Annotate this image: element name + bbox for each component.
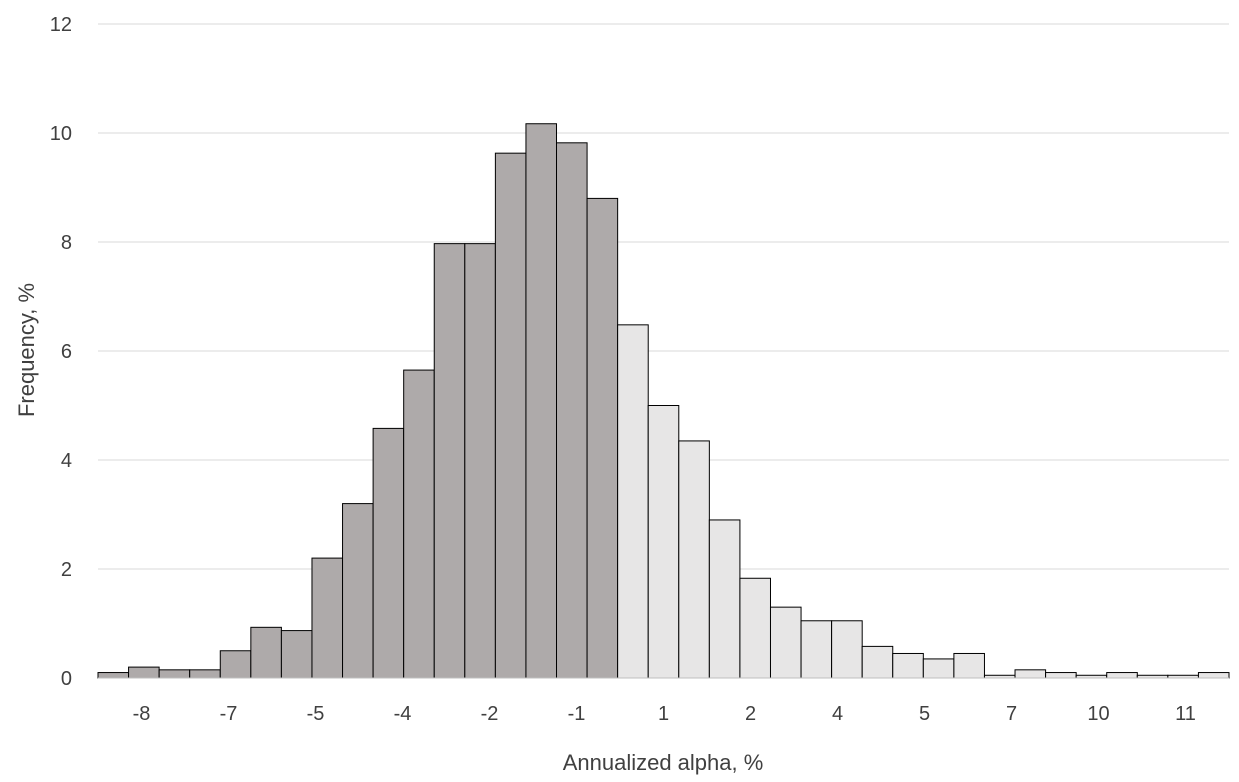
histogram-bar: [892, 652, 924, 679]
histogram-bar: [1106, 672, 1138, 679]
histogram-bar: [739, 577, 771, 679]
histogram-bar: [464, 243, 496, 679]
x-tick-label: 2: [745, 703, 756, 725]
gridlines: [98, 23, 1229, 570]
histogram-bar: [1045, 672, 1077, 679]
histogram-bar: [250, 626, 282, 679]
x-tick-label: -1: [568, 703, 586, 725]
x-tick-label: -2: [481, 703, 499, 725]
x-axis-title: Annualized alpha, %: [563, 750, 764, 775]
x-tick-label: -8: [133, 703, 151, 725]
histogram-bar: [1197, 672, 1230, 679]
histogram-bar: [800, 620, 833, 679]
x-tick-label: 1: [658, 703, 669, 725]
y-tick-label: 6: [61, 341, 72, 363]
x-tick-label: 10: [1087, 703, 1109, 725]
x-tick-label: 5: [919, 703, 930, 725]
histogram-bar: [158, 669, 191, 679]
histogram-bar: [556, 142, 588, 679]
y-tick-label: 8: [61, 232, 72, 254]
histogram-bar: [586, 197, 619, 679]
x-tick-label: -4: [394, 703, 412, 725]
x-tick-labels: -8 -7 -5 -4 -2 -1 1 2 4 5 7 10 11: [133, 703, 1196, 725]
histogram-bar: [617, 324, 649, 679]
histogram-bar: [189, 669, 221, 679]
histogram-bar: [861, 645, 894, 679]
y-tick-label: 10: [50, 123, 72, 145]
histogram-bar: [831, 620, 863, 679]
histogram-bar: [97, 672, 130, 679]
histogram-bar: [922, 658, 955, 679]
histogram-bar: [647, 405, 680, 679]
histogram-bar: [403, 369, 435, 679]
y-axis-title: Frequency, %: [14, 283, 39, 417]
histogram-bar: [769, 606, 802, 679]
histogram-bar: [525, 123, 558, 679]
histogram-bar: [433, 243, 466, 679]
y-tick-labels: 0 2 4 6 8 10 12: [50, 14, 72, 690]
histogram-bar: [953, 652, 985, 679]
x-tick-label: -7: [220, 703, 238, 725]
histogram-bar: [128, 666, 160, 679]
x-tick-label: 4: [832, 703, 843, 725]
x-tick-label: -5: [307, 703, 325, 725]
y-tick-label: 12: [50, 14, 72, 36]
histogram-bar: [372, 427, 405, 679]
histogram-bar: [342, 503, 374, 679]
histogram-bar: [1014, 669, 1047, 679]
histogram-bar: [311, 557, 344, 679]
y-tick-label: 4: [61, 450, 72, 472]
y-tick-label: 0: [61, 668, 72, 690]
histogram-bar: [280, 630, 313, 679]
histogram-bar: [219, 650, 252, 679]
y-tick-label: 2: [61, 559, 72, 581]
x-tick-label: 11: [1175, 703, 1196, 725]
histogram-bar: [678, 440, 710, 679]
bars: [97, 123, 1230, 679]
histogram-bar: [494, 152, 527, 679]
histogram-bar: [708, 519, 741, 679]
x-tick-label: 7: [1006, 703, 1017, 725]
